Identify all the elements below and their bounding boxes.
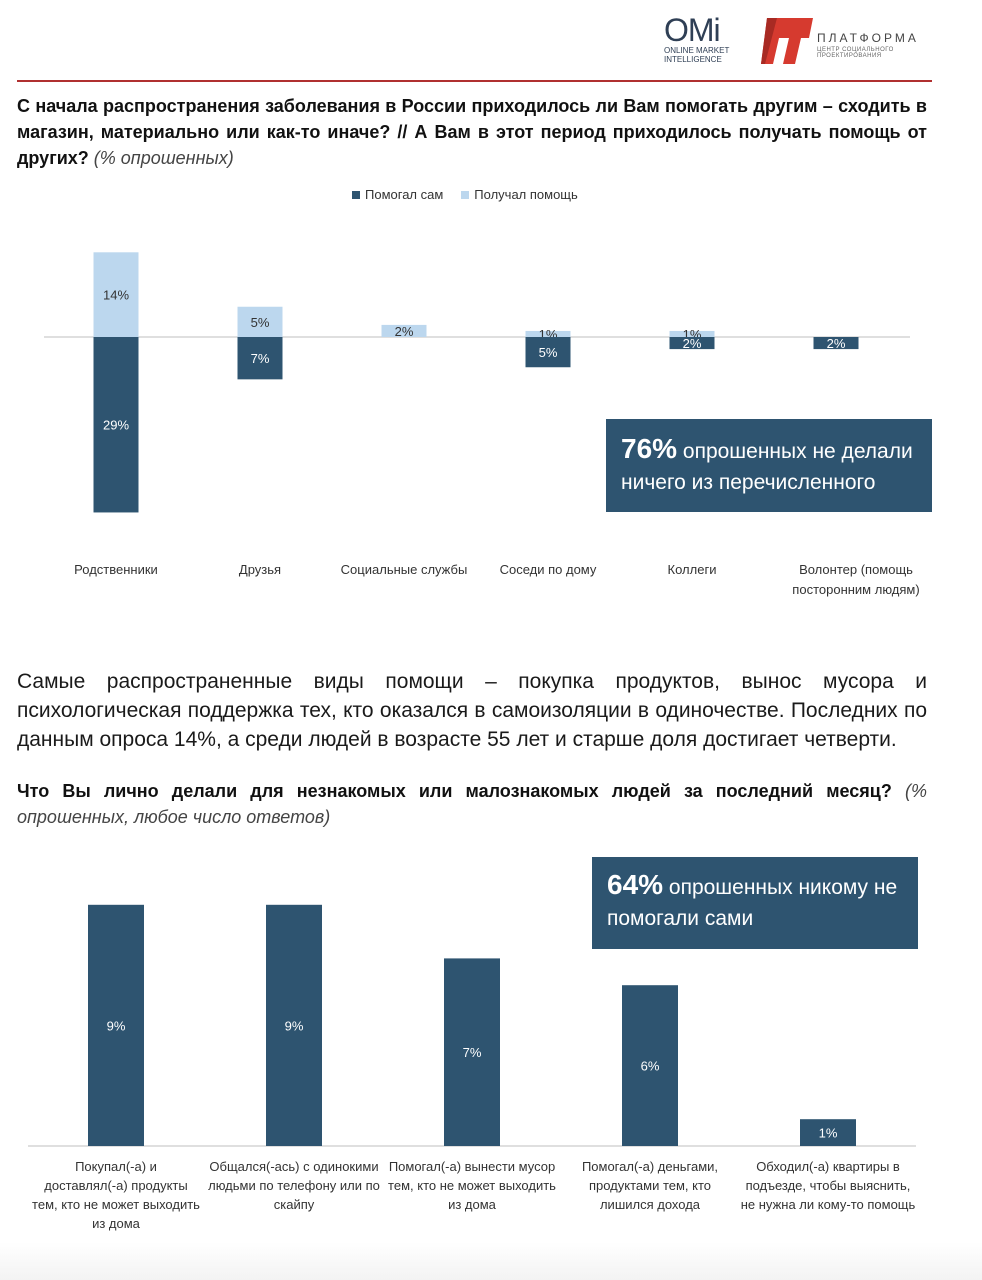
chart2-category-label-2-line1: тем, кто не может выходить — [388, 1178, 556, 1193]
summary-paragraph: Самые распространенные виды помощи – пок… — [17, 670, 927, 751]
chart1-category-label-0: Родственники — [74, 562, 158, 577]
bar-helped-0 — [93, 337, 139, 513]
bar-received-label-2: 2% — [395, 324, 414, 339]
chart1-diverging-bar: 14% 29% Родственники 5% 7% Друзья 2% Социальные… — [44, 252, 920, 597]
question1-note: (% опрошенных) — [93, 148, 234, 168]
chart1-category-label-5: Волонтер (помощь — [799, 562, 913, 577]
chart2-category-label-0-line3: из дома — [92, 1216, 141, 1231]
question1-text: С начала распространения заболевания в Р… — [17, 96, 927, 168]
question2-title: Что Вы лично делали для незнакомых или м… — [17, 778, 927, 830]
chart1-category-label-5-line1: посторонним людям) — [792, 582, 919, 597]
bar-helped-label-0: 29% — [103, 418, 129, 433]
chart1-category-label-4: Коллеги — [668, 562, 717, 577]
chart1-category-label-1: Друзья — [239, 562, 281, 577]
chart2-category-label-1-line2: скайпу — [274, 1197, 315, 1212]
chart2-bar-label-3: 6% — [641, 1059, 660, 1074]
chart2-category-label-0-line2: тем, кто не может выходить — [32, 1197, 200, 1212]
chart1-category-label-3: Соседи по дому — [500, 562, 597, 577]
report-header: OMi ONLINE MARKET INTELLIGENCE ПЛАТФОРМА… — [0, 0, 982, 82]
callout-76-percent: 76% опрошенных не делали ничего из переч… — [606, 419, 932, 512]
page-bottom-fade — [0, 1242, 982, 1280]
omi-logo-line2: INTELLIGENCE — [664, 55, 722, 64]
bar-received-4 — [669, 330, 715, 337]
omi-logo-mark: OMi — [664, 12, 721, 48]
platform-logo-icon — [761, 18, 813, 64]
chart2-bar-0 — [88, 904, 144, 1146]
legend-label-received: Получал помощь — [474, 187, 578, 202]
chart2-category-label-3: Помогал(-а) деньгами, — [582, 1159, 718, 1174]
legend-item-helped: Помогал сам — [352, 187, 443, 202]
bar-received-0 — [93, 252, 139, 337]
bar-helped-label-4: 2% — [683, 336, 702, 351]
chart2-category-label-1: Общался(-ась) с одинокими — [209, 1159, 378, 1174]
question2-note: (% опрошенных, любое число ответов) — [17, 781, 927, 827]
bar-helped-4 — [669, 337, 715, 350]
legend-label-helped: Помогал сам — [365, 187, 444, 202]
chart2-bar-4 — [800, 1119, 856, 1146]
omi-logo-line1: ONLINE MARKET — [664, 46, 730, 55]
chart2-category-label-2-line2: из дома — [448, 1197, 497, 1212]
header-divider — [17, 80, 932, 82]
callout-64-percent: 64% опрошенных никому не помогали сами — [592, 857, 918, 949]
chart2-bar-label-1: 9% — [285, 1018, 304, 1033]
callout1-text: опрошенных не делали ничего из перечисле… — [621, 440, 913, 494]
chart2-category-label-0-line1: доставлял(-а) продукты — [44, 1178, 187, 1193]
chart2-category-label-3-line2: лишился дохода — [600, 1197, 701, 1212]
bar-helped-1 — [237, 337, 283, 380]
question1-title: С начала распространения заболевания в Р… — [17, 93, 927, 171]
chart1-legend: Помогал сам Получал помощь — [352, 187, 578, 202]
platform-logo-title: ПЛАТФОРМА — [817, 31, 919, 45]
chart2-bar-label-2: 7% — [463, 1045, 482, 1060]
platform-logo: ПЛАТФОРМА ЦЕНТР СОЦИАЛЬНОГО ПРОЕКТИРОВАН… — [757, 16, 937, 66]
bar-received-label-1: 5% — [251, 315, 270, 330]
chart2-bar-2 — [444, 958, 500, 1146]
chart2-category-label-3-line1: продуктами тем, кто — [589, 1178, 711, 1193]
chart1-category-label-2: Социальные службы — [341, 562, 468, 577]
legend-item-received: Получал помощь — [461, 187, 578, 202]
callout2-value: 64% — [607, 869, 664, 900]
chart2-bar-3 — [622, 985, 678, 1146]
chart2-bar-label-0: 9% — [107, 1018, 126, 1033]
bar-received-2 — [381, 324, 427, 337]
chart2-category-label-4: Обходил(-а) квартиры в — [756, 1159, 900, 1174]
chart2-category-label-1-line1: людьми по телефону или по — [208, 1178, 380, 1193]
callout1-value: 76% — [621, 433, 678, 464]
chart2-bar-1 — [266, 904, 322, 1146]
callout2-text: опрошенных никому не помогали сами — [607, 876, 898, 930]
bar-received-1 — [237, 306, 283, 337]
bar-helped-3 — [525, 337, 571, 368]
bar-received-3 — [525, 330, 571, 337]
chart2-category-label-2: Помогал(-а) вынести мусор — [389, 1159, 555, 1174]
bar-helped-label-5: 2% — [827, 336, 846, 351]
question2-text: Что Вы лично делали для незнакомых или м… — [17, 781, 892, 801]
bar-helped-5 — [813, 337, 859, 350]
chart2-category-label-4-line2: не нужна ли кому-то помощь — [741, 1197, 916, 1212]
legend-swatch-dark — [352, 190, 360, 199]
bar-received-label-0: 14% — [103, 288, 129, 303]
chart2-bar-label-4: 1% — [819, 1126, 838, 1141]
omi-logo: OMi ONLINE MARKET INTELLIGENCE — [664, 14, 734, 72]
bar-helped-label-1: 7% — [251, 351, 270, 366]
bar-helped-label-3: 5% — [539, 345, 558, 360]
legend-swatch-light — [461, 190, 470, 199]
chart2-category-label-0: Покупал(-а) и — [75, 1159, 157, 1174]
chart2-category-label-4-line1: подъезде, чтобы выяснить, — [746, 1178, 911, 1193]
platform-logo-subtitle: ЦЕНТР СОЦИАЛЬНОГО ПРОЕКТИРОВАНИЯ — [817, 47, 894, 59]
